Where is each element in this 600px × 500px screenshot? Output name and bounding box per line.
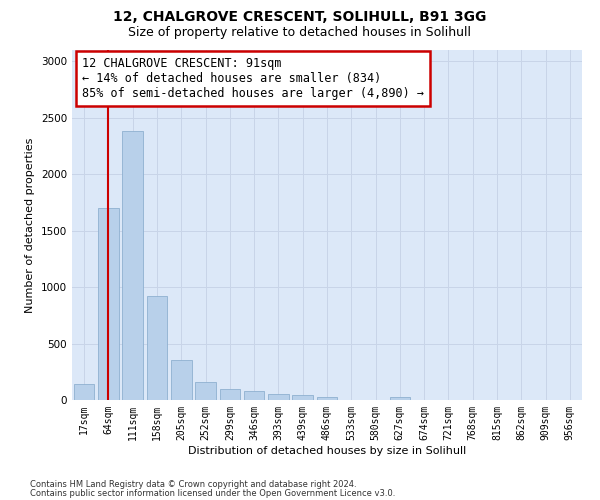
Bar: [244, 391, 265, 400]
Text: Size of property relative to detached houses in Solihull: Size of property relative to detached ho…: [128, 26, 472, 39]
Bar: [317, 397, 337, 400]
Text: 12 CHALGROVE CRESCENT: 91sqm
← 14% of detached houses are smaller (834)
85% of s: 12 CHALGROVE CRESCENT: 91sqm ← 14% of de…: [82, 57, 424, 100]
Text: Contains public sector information licensed under the Open Government Licence v3: Contains public sector information licen…: [30, 488, 395, 498]
X-axis label: Distribution of detached houses by size in Solihull: Distribution of detached houses by size …: [188, 446, 466, 456]
Bar: [292, 395, 313, 400]
Bar: [171, 360, 191, 400]
Y-axis label: Number of detached properties: Number of detached properties: [25, 138, 35, 312]
Text: 12, CHALGROVE CRESCENT, SOLIHULL, B91 3GG: 12, CHALGROVE CRESCENT, SOLIHULL, B91 3G…: [113, 10, 487, 24]
Bar: [268, 394, 289, 400]
Bar: [195, 382, 216, 400]
Bar: [98, 208, 119, 400]
Bar: [220, 388, 240, 400]
Text: Contains HM Land Registry data © Crown copyright and database right 2024.: Contains HM Land Registry data © Crown c…: [30, 480, 356, 489]
Bar: [389, 396, 410, 400]
Bar: [146, 296, 167, 400]
Bar: [74, 384, 94, 400]
Bar: [122, 132, 143, 400]
